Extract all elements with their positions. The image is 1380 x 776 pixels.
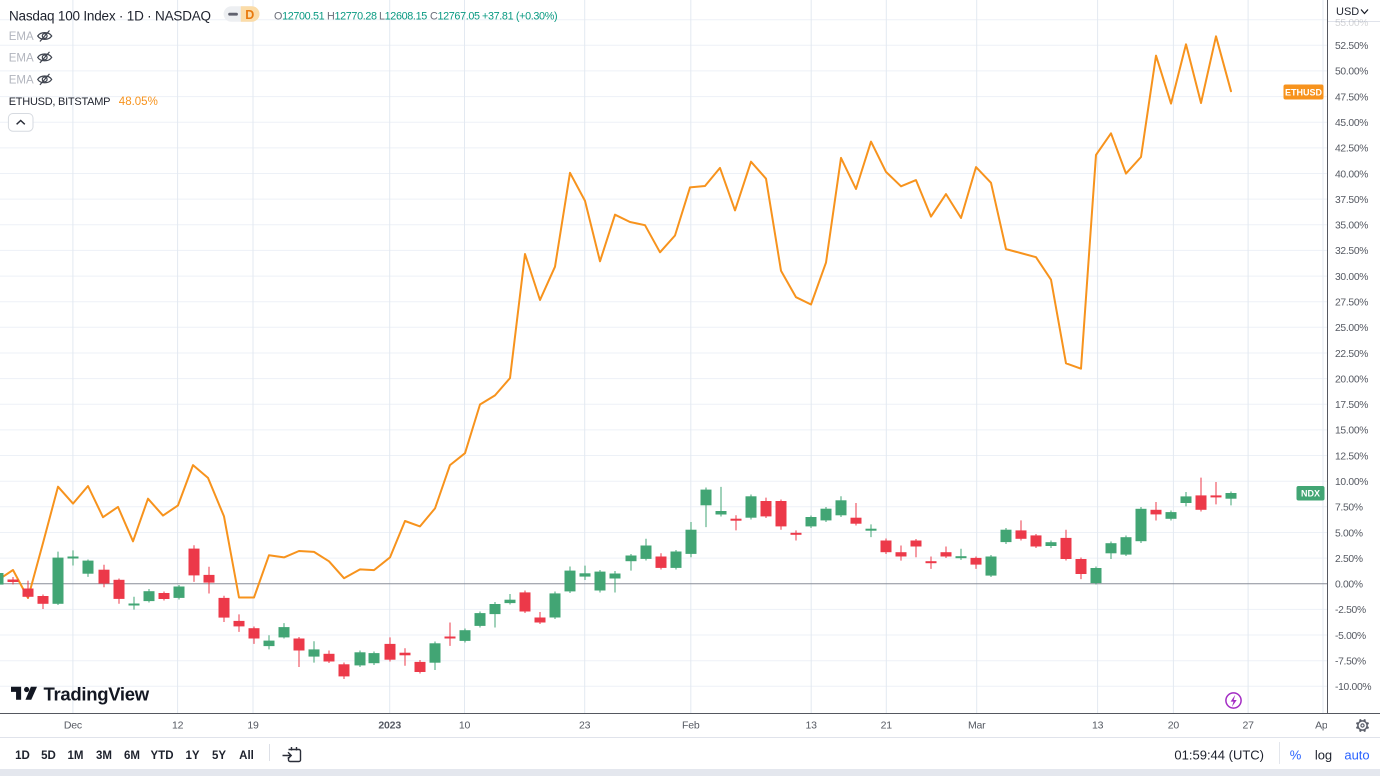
svg-text:01:59:44 (UTC): 01:59:44 (UTC) bbox=[1174, 748, 1264, 763]
svg-text:15.00%: 15.00% bbox=[1335, 426, 1368, 437]
svg-text:50.00%: 50.00% bbox=[1335, 67, 1368, 78]
svg-text:47.50%: 47.50% bbox=[1335, 92, 1368, 103]
svg-text:20: 20 bbox=[1168, 720, 1180, 732]
svg-text:ETHUSD: ETHUSD bbox=[1285, 87, 1323, 97]
svg-text:17.50%: 17.50% bbox=[1335, 400, 1368, 411]
svg-text:TradingView: TradingView bbox=[44, 684, 150, 705]
svg-text:12.50%: 12.50% bbox=[1335, 451, 1368, 462]
svg-text:USD: USD bbox=[1336, 6, 1359, 18]
svg-text:YTD: YTD bbox=[151, 750, 174, 762]
svg-text:D: D bbox=[245, 8, 254, 22]
svg-text:23: 23 bbox=[579, 720, 591, 732]
svg-text:27.50%: 27.50% bbox=[1335, 298, 1368, 309]
svg-text:5D: 5D bbox=[41, 750, 56, 762]
svg-text:1Y: 1Y bbox=[185, 750, 199, 762]
svg-text:19: 19 bbox=[247, 720, 259, 732]
svg-text:-10.00%: -10.00% bbox=[1335, 682, 1371, 693]
svg-text:C12767.05: C12767.05 bbox=[430, 11, 480, 23]
svg-text:20.00%: 20.00% bbox=[1335, 374, 1368, 385]
svg-text:32.50%: 32.50% bbox=[1335, 246, 1368, 257]
svg-text:EMA: EMA bbox=[9, 31, 34, 43]
svg-text:ETHUSD, BITSTAMP: ETHUSD, BITSTAMP bbox=[9, 96, 111, 108]
svg-text:NDX: NDX bbox=[1301, 489, 1320, 499]
svg-text:6M: 6M bbox=[124, 750, 140, 762]
svg-text:5Y: 5Y bbox=[212, 750, 226, 762]
svg-text:Dec: Dec bbox=[64, 720, 82, 732]
svg-text:All: All bbox=[239, 750, 254, 762]
svg-text:+37.81 (+0.30%): +37.81 (+0.30%) bbox=[482, 11, 557, 23]
svg-text:H12770.28: H12770.28 bbox=[327, 11, 377, 23]
svg-text:5.00%: 5.00% bbox=[1335, 528, 1363, 539]
svg-text:3M: 3M bbox=[96, 750, 112, 762]
svg-text:40.00%: 40.00% bbox=[1335, 169, 1368, 180]
svg-text:Apr: Apr bbox=[1315, 720, 1331, 732]
svg-text:Feb: Feb bbox=[682, 720, 700, 732]
svg-text:27: 27 bbox=[1242, 720, 1254, 732]
svg-text:25.00%: 25.00% bbox=[1335, 323, 1368, 334]
svg-text:35.00%: 35.00% bbox=[1335, 221, 1368, 232]
svg-text:0.00%: 0.00% bbox=[1335, 580, 1363, 591]
svg-text:auto: auto bbox=[1344, 748, 1369, 763]
svg-text:10: 10 bbox=[459, 720, 471, 732]
svg-text:O12700.51: O12700.51 bbox=[274, 11, 325, 23]
svg-text:13: 13 bbox=[1092, 720, 1104, 732]
svg-text:13: 13 bbox=[806, 720, 818, 732]
svg-text:1D: 1D bbox=[15, 750, 30, 762]
svg-text:12: 12 bbox=[172, 720, 184, 732]
svg-text:55.00%: 55.00% bbox=[1335, 18, 1368, 29]
svg-text:21: 21 bbox=[881, 720, 893, 732]
svg-text:10.00%: 10.00% bbox=[1335, 477, 1368, 488]
svg-text:L12608.15: L12608.15 bbox=[379, 11, 427, 23]
svg-text:45.00%: 45.00% bbox=[1335, 118, 1368, 129]
svg-text:37.50%: 37.50% bbox=[1335, 195, 1368, 206]
svg-text:EMA: EMA bbox=[9, 74, 34, 86]
svg-text:-2.50%: -2.50% bbox=[1335, 605, 1366, 616]
svg-text:30.00%: 30.00% bbox=[1335, 272, 1368, 283]
svg-text:%: % bbox=[1290, 748, 1302, 763]
svg-text:EMA: EMA bbox=[9, 52, 34, 64]
svg-text:7.50%: 7.50% bbox=[1335, 503, 1363, 514]
svg-text:1M: 1M bbox=[68, 750, 84, 762]
svg-text:Nasdaq 100 Index · 1D · NASDAQ: Nasdaq 100 Index · 1D · NASDAQ bbox=[9, 9, 211, 24]
svg-text:2023: 2023 bbox=[378, 720, 401, 732]
svg-text:-7.50%: -7.50% bbox=[1335, 657, 1366, 668]
svg-text:42.50%: 42.50% bbox=[1335, 144, 1368, 155]
svg-text:22.50%: 22.50% bbox=[1335, 349, 1368, 360]
svg-text:52.50%: 52.50% bbox=[1335, 41, 1368, 52]
svg-text:log: log bbox=[1315, 748, 1332, 763]
svg-text:Mar: Mar bbox=[968, 720, 986, 732]
svg-text:48.05%: 48.05% bbox=[119, 96, 158, 108]
svg-text:-5.00%: -5.00% bbox=[1335, 631, 1366, 642]
svg-text:2.50%: 2.50% bbox=[1335, 554, 1363, 565]
